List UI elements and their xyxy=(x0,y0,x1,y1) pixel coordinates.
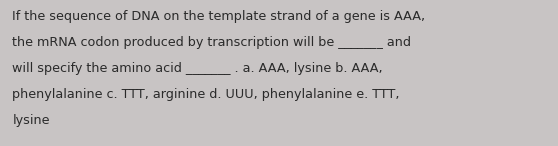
Text: phenylalanine c. TTT, arginine d. UUU, phenylalanine e. TTT,: phenylalanine c. TTT, arginine d. UUU, p… xyxy=(12,88,400,101)
Text: lysine: lysine xyxy=(12,114,50,127)
Text: If the sequence of DNA on the template strand of a gene is AAA,: If the sequence of DNA on the template s… xyxy=(12,10,425,23)
Text: the mRNA codon produced by transcription will be _______ and: the mRNA codon produced by transcription… xyxy=(12,36,411,49)
Text: will specify the amino acid _______ . a. AAA, lysine b. AAA,: will specify the amino acid _______ . a.… xyxy=(12,62,383,75)
